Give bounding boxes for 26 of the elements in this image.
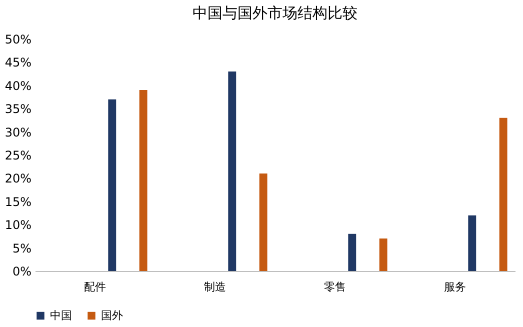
y-tick-label: 20% — [4, 172, 32, 186]
y-tick-label: 0% — [12, 264, 32, 278]
x-tick-label: 配件 — [84, 280, 106, 294]
bar — [468, 215, 476, 271]
y-tick-label: 15% — [4, 194, 32, 209]
y-tick-label: 35% — [4, 102, 32, 116]
legend-label: 中国 — [50, 308, 72, 322]
bar — [348, 234, 356, 271]
bar — [499, 118, 508, 271]
legend-label: 国外 — [101, 308, 123, 322]
bar — [228, 71, 236, 271]
bar — [139, 90, 148, 271]
x-tick-label: 制造 — [204, 280, 226, 294]
y-tick-label: 25% — [4, 148, 32, 162]
bar — [379, 238, 388, 271]
y-tick-label: 30% — [4, 125, 32, 140]
x-tick-label: 零售 — [324, 280, 346, 294]
bar — [259, 174, 268, 271]
y-tick-label: 5% — [12, 241, 32, 256]
y-tick-label: 45% — [4, 56, 32, 70]
y-tick-label: 10% — [4, 218, 32, 232]
y-tick-label: 50% — [4, 32, 32, 46]
bar — [108, 99, 116, 271]
chart-title: 中国与国外市场结构比较 — [192, 4, 358, 22]
y-tick-label: 40% — [4, 78, 32, 93]
x-tick-label: 服务 — [444, 280, 466, 294]
